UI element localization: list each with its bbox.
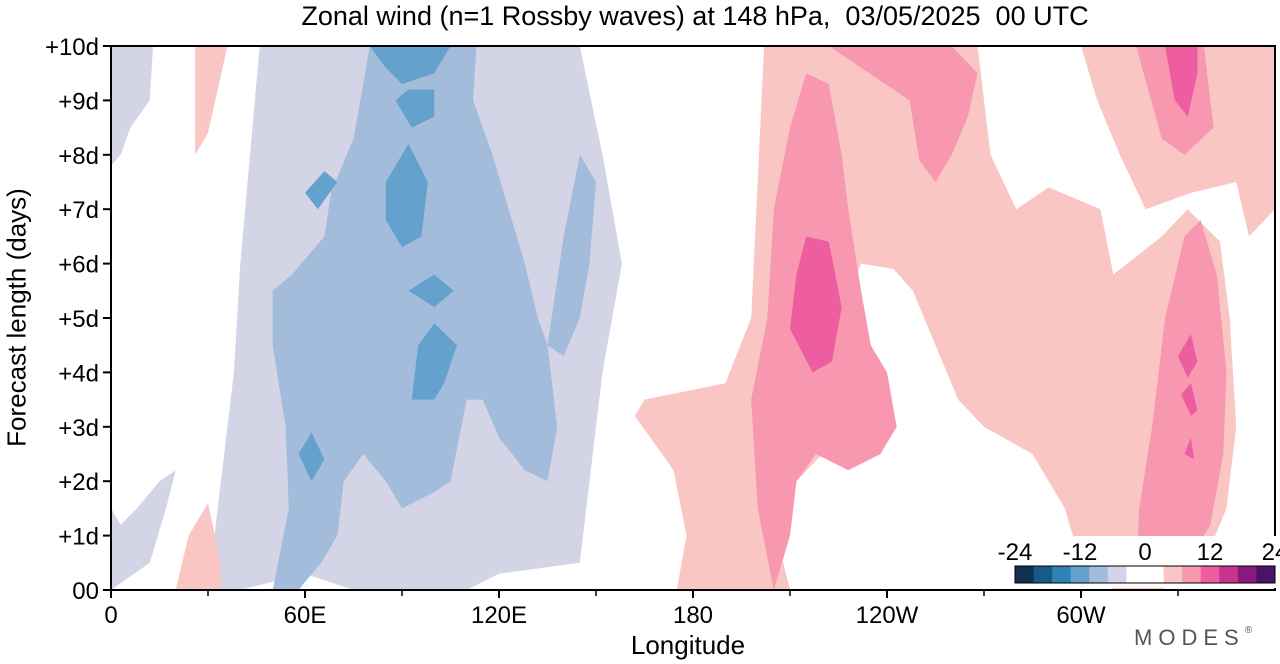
colorbar-swatch [1033,566,1053,583]
colorbar-swatch [1089,566,1109,583]
colorbar-swatch [1145,566,1165,583]
x-tick-label: 180 [673,602,713,629]
y-tick-label: +5d [58,306,99,333]
colorbar-swatch [1015,566,1035,583]
colorbar-label: 0 [1138,539,1151,566]
x-tick-label: 120E [471,602,527,629]
neg-level2-a [369,46,451,85]
brand-mark: ® [1244,625,1253,636]
pos-region-w1 [175,503,221,590]
x-tick-label: 60E [284,602,327,629]
y-tick-label: +7d [58,197,99,224]
colorbar-swatch [1237,566,1257,583]
neg-level2-c [385,143,428,248]
x-axis-label: Longitude [630,630,746,660]
pos-region-core4 [1181,383,1198,416]
y-tick-label: +8d [58,143,99,170]
modes-logo: MODES® [1134,625,1252,651]
y-tick-label: +1d [58,524,99,551]
y-axis-ticks: 00 +1d +2d +3d +4d +5d +6d +7d +8d +9d +10d [45,34,111,605]
colorbar-label: 12 [1197,539,1224,566]
pos-region-core2 [1165,46,1198,117]
colorbar-swatch [1219,566,1239,583]
neg-level2-d [408,274,454,308]
colorbar-swatch [1070,566,1090,583]
pos-region-core3 [1178,334,1198,378]
x-tick-label: 60W [1056,602,1106,629]
y-axis-label: Forecast length (days) [1,188,32,447]
y-tick-label: +9d [58,88,99,115]
y-tick-label: +3d [58,415,99,442]
colorbar-label: 24 [1262,539,1280,566]
neg-level2-g [305,171,338,210]
x-tick-label: 0 [104,602,117,629]
y-tick-label: +4d [58,360,99,387]
pos-region-w2 [195,46,228,155]
pos-region-core1 [790,236,842,373]
neg-region-west [111,470,176,590]
chart-title: Zonal wind (n=1 Rossby waves) at 148 hPa… [301,1,1089,31]
neg-level1-a [272,46,558,590]
pos-level1-b [828,46,978,182]
x-tick-label: 120W [856,602,919,629]
colorbar: -24 -12 0 12 24 [998,536,1280,588]
colorbar-swatch [1107,566,1127,583]
neg-region-nw [111,46,153,166]
y-tick-label: +6d [58,252,99,279]
y-tick-label: 00 [72,578,99,605]
colorbar-swatch [1200,566,1220,583]
neg-level1-b [547,154,596,357]
y-tick-label: +2d [58,469,99,496]
brand-name: MODES [1134,625,1245,650]
pos-level1-c [1136,220,1227,574]
neg-level2-e [411,323,457,400]
colorbar-label: -24 [998,539,1033,566]
colorbar-outline [1014,565,1276,584]
neg-level2-f [298,432,325,482]
colorbar-swatch [1052,566,1072,583]
colorbar-swatch [1182,566,1202,583]
colorbar-swatch [1256,566,1276,583]
colorbar-label: -12 [1063,539,1098,566]
pos-region-core5 [1184,437,1195,460]
y-tick-label: +10d [45,34,99,61]
x-axis-ticks: 0 60E 120E 180 120W 60W [104,590,1179,629]
colorbar-swatch [1126,566,1146,583]
contour-fills [111,46,1275,590]
neg-level2-b [395,89,435,128]
colorbar-swatch [1163,566,1183,583]
